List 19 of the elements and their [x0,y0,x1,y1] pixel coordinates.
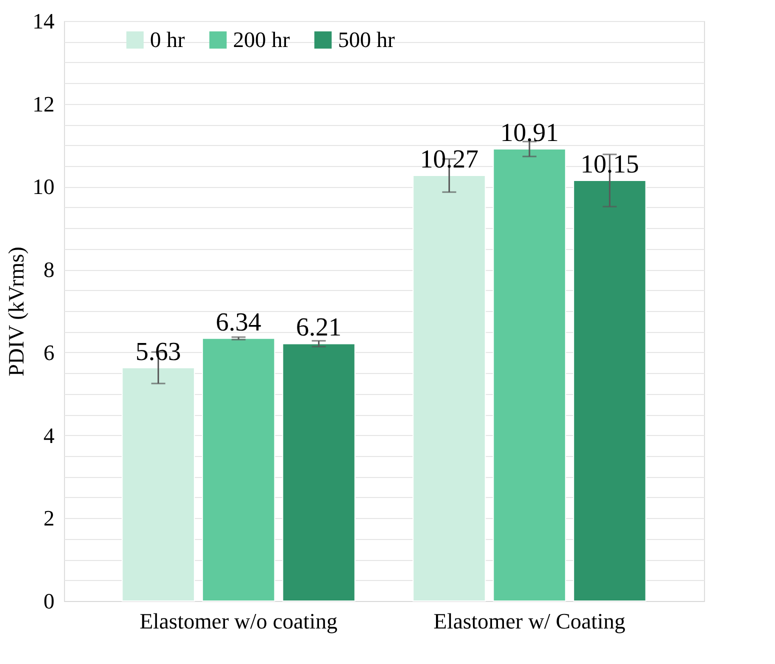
data-label: 5.63 [136,336,182,366]
y-tick-label: 0 [44,588,54,614]
y-tick-label: 12 [32,91,54,116]
y-tick-label: 6 [44,340,54,365]
data-label: 10.91 [500,118,559,148]
legend-label: 500 hr [338,27,396,52]
legend-label: 200 hr [233,27,290,52]
x-tick-label: Elastomer w/o coating [140,608,338,634]
data-label: 10.27 [420,144,478,174]
y-tick-label: 4 [44,422,54,448]
y-axis-title: PDIV (kVrms) [4,246,28,376]
y-tick-label: 8 [44,257,54,282]
x-tick-label: Elastomer w/ Coating [434,608,626,634]
y-tick-label: 2 [44,506,54,531]
data-label: 6.34 [216,307,262,336]
legend-label: 0 hr [150,27,186,52]
y-tick-label: 10 [32,174,54,200]
y-tick-label: 14 [32,8,54,34]
data-label: 6.21 [296,312,342,342]
